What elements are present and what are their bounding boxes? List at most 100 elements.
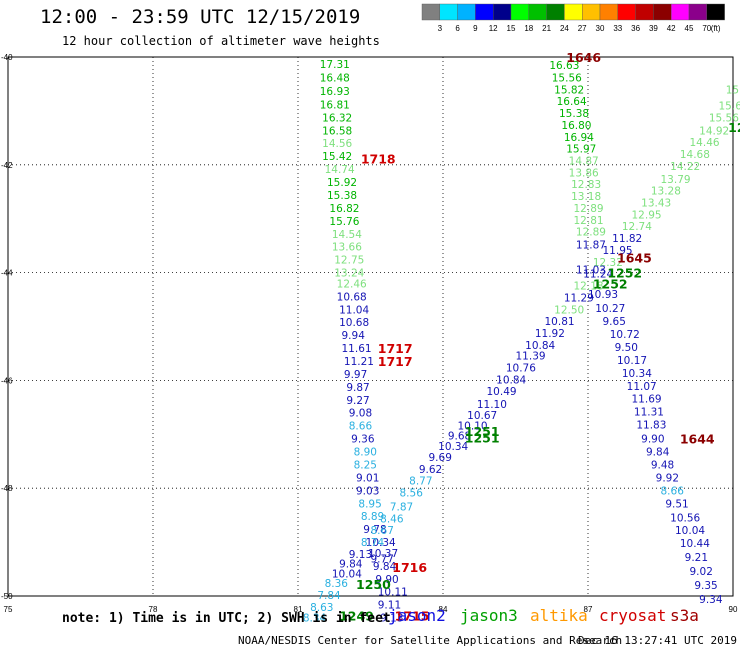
colorbar-label: 24 [560, 24, 569, 33]
legend-s3a: s3a [670, 606, 699, 625]
wave-height-label: 9.50 [615, 342, 638, 354]
pass-time-label: 12 [728, 120, 740, 135]
colorbar-label: 12 [489, 24, 498, 33]
wave-height-label: 11.07 [627, 381, 657, 393]
color-scale-bar: 3 6 9 12 15 18 21 24 27 30 33 36 39 42 45 70 (ft) [421, 3, 725, 33]
wave-height-label: 10.81 [545, 316, 575, 328]
wave-height-label: 8.89 [361, 511, 384, 523]
wave-height-label: 16.58 [322, 125, 352, 137]
wave-height-label: 16.81 [320, 99, 350, 111]
wave-height-label: 16.63 [549, 60, 579, 72]
y-tick-label: -46 [1, 376, 13, 385]
wave-height-label: 12.75 [334, 255, 364, 267]
agency-credit: NOAA/NESDIS Center for Satellite Applica… [238, 634, 623, 647]
wave-height-label: 12.89 [574, 203, 604, 215]
colorbar-swatch [706, 3, 725, 21]
wave-height-label: 11.61 [342, 343, 372, 355]
wave-height-label: 9.36 [351, 434, 375, 446]
wave-height-label: 9.94 [342, 330, 366, 342]
wave-height-label: 9.08 [349, 408, 372, 420]
wave-height-label: 8.25 [354, 459, 377, 471]
wave-height-label: 14.46 [690, 137, 720, 149]
wave-height-label: 10.84 [496, 374, 526, 386]
wave-height-label: 12.95 [632, 209, 662, 221]
wave-height-label: 9.02 [690, 566, 713, 578]
wave-height-label: 10.67 [467, 410, 497, 422]
wave-height-label: 10.04 [675, 525, 705, 537]
wave-height-label: 13.24 [334, 268, 364, 280]
wave-height-label: 15.92 [327, 177, 357, 189]
wave-height-label: 12.50 [554, 304, 584, 316]
wave-height-label: 11.39 [516, 351, 546, 363]
colorbar-label: 27 [578, 24, 587, 33]
wave-height-label: 8.95 [358, 498, 381, 510]
colorbar-label: 3 [438, 24, 443, 33]
y-tick-label: -50 [1, 592, 13, 601]
wave-height-label: 8.34 [303, 613, 327, 625]
y-tick-label: -48 [1, 484, 13, 493]
wave-height-label: 7.84 [317, 590, 341, 602]
wave-height-label: 15.56 [709, 112, 739, 124]
wave-height-label: 9.84 [339, 559, 363, 571]
wave-height-label: 8.90 [354, 447, 377, 459]
wave-height-label: 11.03 [576, 264, 606, 276]
wave-height-label: 15.97 [566, 144, 596, 156]
y-tick-label: -42 [1, 161, 13, 170]
wave-height-label: 9.35 [694, 580, 717, 592]
x-tick-label: 78 [149, 605, 158, 614]
wave-height-label: 10.17 [617, 355, 647, 367]
wave-height-label: 15.42 [322, 151, 352, 163]
wave-height-label: 14.87 [569, 155, 599, 167]
wave-height-label: 9.87 [346, 382, 369, 394]
chart-subtitle: 12 hour collection of altimeter wave hei… [62, 34, 380, 48]
wave-height-label: 8.74 [361, 537, 385, 549]
x-tick-label: 75 [4, 605, 13, 614]
wave-height-label: 8.36 [325, 578, 349, 590]
wave-height-label: 8.63 [310, 602, 333, 614]
wave-height-label: 12.89 [576, 227, 606, 239]
legend-jason3: jason3 [460, 606, 518, 625]
wave-height-label: 13.86 [569, 167, 599, 179]
wave-height-label: 10.68 [339, 317, 369, 329]
wave-height-label: 16.80 [561, 120, 591, 132]
pass-time-label: 1717 [378, 341, 413, 356]
wave-height-label: 12.81 [574, 215, 604, 227]
wave-height-label: 9.68 [448, 430, 471, 442]
wave-height-label: 16.32 [322, 112, 352, 124]
pass-time-label: 1252 [593, 276, 628, 291]
wave-height-label: 9.11 [378, 600, 401, 612]
wave-height-label: 9.69 [429, 452, 452, 464]
wave-height-label: 16.64 [557, 96, 587, 108]
wave-height-label: 13.18 [571, 191, 601, 203]
wave-height-label: 9.78 [363, 524, 386, 536]
x-tick-label: 87 [584, 605, 593, 614]
wave-height-label: 10.34 [438, 441, 468, 453]
pass-time-label: 1250 [356, 577, 391, 592]
wave-height-label: 16.93 [320, 86, 350, 98]
wave-height-label: 9.65 [603, 316, 626, 328]
wave-height-label: 10.11 [378, 587, 408, 599]
wave-height-label: 9.92 [656, 472, 679, 484]
pass-time-label: 1646 [566, 50, 601, 65]
x-tick-label: 90 [729, 605, 738, 614]
wave-height-label: 11.10 [477, 399, 507, 411]
chart-title: 12:00 - 23:59 UTC 12/15/2019 [40, 6, 361, 28]
wave-height-label: 17.31 [320, 59, 350, 71]
wave-height-label: 11.82 [612, 233, 642, 245]
wave-height-label: 10.34 [622, 368, 652, 380]
colorbar-label: 30 [596, 24, 605, 33]
wave-height-label: 9.62 [419, 464, 442, 476]
wave-height-label: 10.68 [337, 291, 367, 303]
wave-height-label: 11.95 [603, 245, 633, 257]
colorbar-label: 70 [702, 24, 711, 33]
legend-altika: altika [530, 606, 588, 625]
wave-height-label: 7.87 [390, 502, 413, 514]
wave-height-label: 14.74 [325, 164, 355, 176]
legend-cryosat: cryosat [599, 606, 667, 625]
colorbar-label: 21 [542, 24, 551, 33]
wave-height-label: 10.56 [670, 512, 700, 524]
wave-height-label: 10.72 [610, 329, 640, 341]
wave-height-label: 9.13 [349, 549, 372, 561]
wave-height-label: 10.49 [487, 386, 517, 398]
wave-height-label: 11.24 [583, 269, 613, 281]
